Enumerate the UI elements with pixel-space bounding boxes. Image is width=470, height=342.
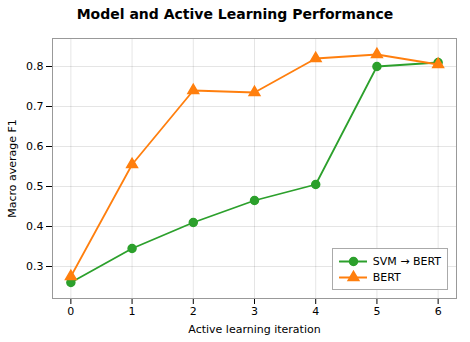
html-text:BERT: BERT [372, 270, 401, 284]
svg-text:1: 1 [129, 305, 136, 318]
svg-text:0: 0 [67, 305, 74, 318]
svg-text:5: 5 [373, 305, 380, 318]
svg-text:Macro average F1: Macro average F1 [6, 119, 19, 218]
svg-text:6: 6 [435, 305, 442, 318]
html-text:Model and Active Learning Perf: Model and Active Learning Performance [76, 6, 394, 22]
svg-text:0.3: 0.3 [26, 260, 44, 273]
svg-text:0.4: 0.4 [26, 220, 44, 233]
svg-text:2: 2 [190, 305, 197, 318]
svg-text:0.6: 0.6 [26, 140, 44, 153]
svg-text:4: 4 [312, 305, 319, 318]
svg-text:0.8: 0.8 [26, 60, 44, 73]
svg-text:Active learning iteration: Active learning iteration [188, 323, 320, 336]
svg-text:0.5: 0.5 [26, 180, 44, 193]
svg-text:3: 3 [251, 305, 258, 318]
html-text:SVM → BERT: SVM → BERT [372, 254, 441, 268]
svg-text:0.7: 0.7 [26, 100, 44, 113]
